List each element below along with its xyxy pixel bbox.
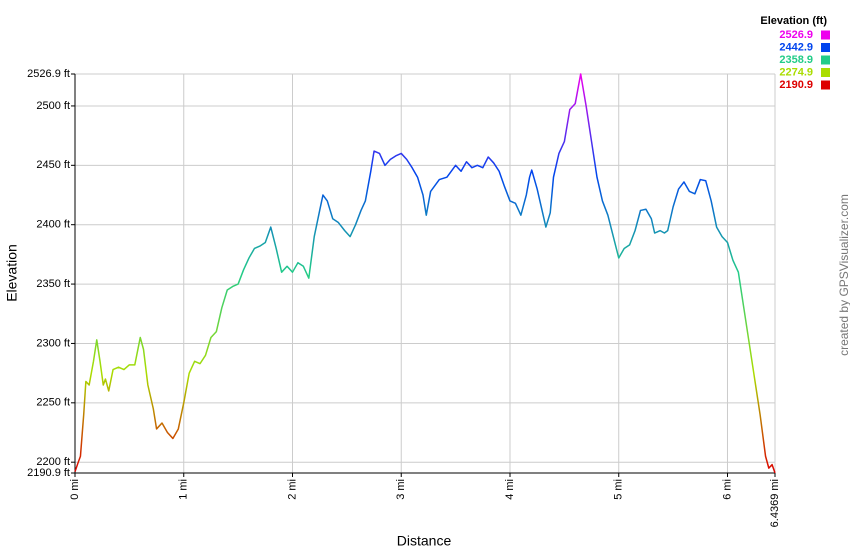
legend-label: 2442.9	[779, 41, 813, 53]
y-tick-label: 2526.9 ft	[27, 68, 70, 80]
legend-swatch	[821, 55, 830, 65]
legend-title: Elevation (ft)	[760, 15, 827, 27]
x-tick-label: 1 mi	[178, 479, 190, 500]
legend-label: 2526.9	[779, 29, 813, 41]
x-tick-label: 3 mi	[395, 479, 407, 500]
x-tick-label: 6 mi	[721, 479, 733, 500]
legend-swatch	[821, 30, 830, 40]
y-tick-label: 2450 ft	[36, 159, 70, 171]
x-tick-label: 2 mi	[286, 479, 298, 500]
y-axis-label: Elevation	[4, 244, 20, 302]
y-tick-label: 2500 ft	[36, 100, 70, 112]
legend-swatch	[821, 43, 830, 52]
legend-label: 2190.9	[779, 79, 813, 91]
legend-swatch	[821, 80, 830, 90]
legend-label: 2274.9	[779, 66, 813, 78]
y-tick-label: 2190.9 ft	[27, 467, 70, 479]
y-tick-label: 2350 ft	[36, 278, 70, 290]
x-tick-label: 5 mi	[613, 479, 625, 500]
y-tick-label: 2200 ft	[36, 456, 70, 468]
legend-label: 2358.9	[779, 54, 813, 66]
x-tick-label: 4 mi	[504, 479, 516, 500]
credit: created by GPSVisualizer.com	[837, 194, 850, 356]
x-axis-label: Distance	[397, 533, 452, 549]
y-tick-label: 2250 ft	[36, 397, 70, 409]
elevation-line	[74, 73, 776, 474]
x-tick-label: 6.4369 mi	[769, 479, 781, 527]
y-tick-label: 2400 ft	[36, 219, 70, 231]
x-tick-label: 0 mi	[69, 479, 81, 500]
y-tick-label: 2300 ft	[36, 337, 70, 349]
legend-swatch	[821, 68, 830, 77]
